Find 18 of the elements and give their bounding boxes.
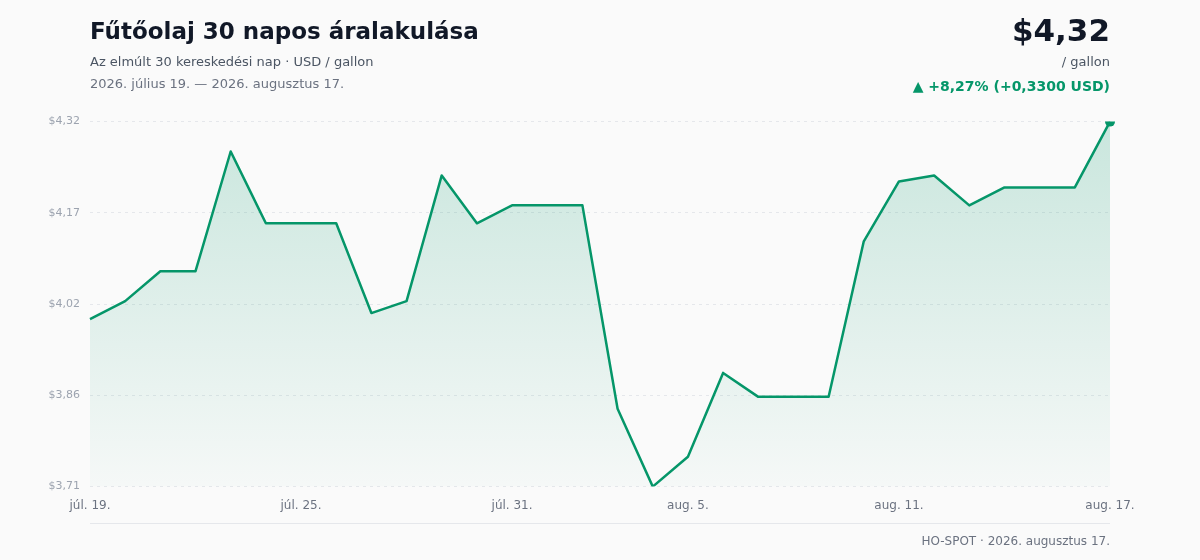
text: $4,32: [1011, 12, 1110, 48]
x-tick-label: júl. 19.: [68, 497, 111, 512]
y-tick-label: $3,86: [48, 388, 80, 402]
x-tick-label: aug. 11.: [874, 497, 924, 512]
text: 2026. július 19. — 2026. augusztus 17.: [90, 76, 345, 91]
y-tick-label: $4,32: [48, 114, 80, 128]
chart-title: Fűtőolaj 30 napos áralakulása: [90, 18, 479, 44]
x-tick-label: júl. 31.: [490, 497, 533, 512]
x-tick-label: aug. 5.: [667, 497, 709, 512]
x-tick-label: júl. 25.: [279, 497, 322, 512]
chart-subtitle: Az elmúlt 30 kereskedési nap · USD / gallon: [90, 54, 374, 69]
text: / gallon: [1061, 54, 1110, 69]
text: ▲ +8,27% (+0,3300 USD): [912, 78, 1110, 94]
y-tick-label: $3,71: [48, 479, 80, 493]
text: HO-SPOT · 2026. augusztus 17.: [921, 534, 1110, 548]
y-tick-label: $4,17: [48, 205, 80, 219]
y-tick-label: $4,02: [48, 296, 80, 310]
x-tick-label: aug. 17.: [1085, 497, 1135, 512]
